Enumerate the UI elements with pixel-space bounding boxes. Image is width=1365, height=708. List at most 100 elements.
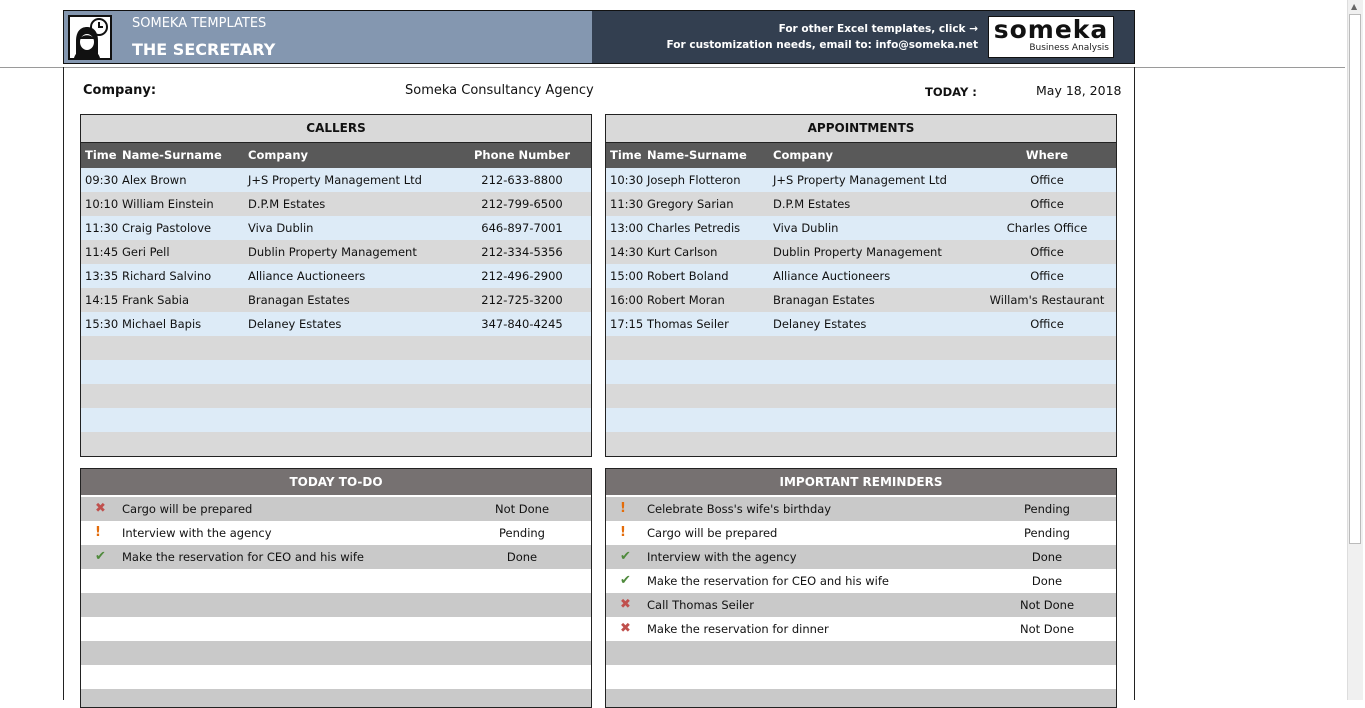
time-cell[interactable]: 13:00 — [610, 221, 644, 235]
time-cell[interactable]: 09:30 — [85, 173, 119, 187]
task-text[interactable]: Interview with the agency — [647, 550, 797, 564]
list-item[interactable]: ✖ Make the reservation for dinner Not Done — [606, 617, 1116, 641]
list-item[interactable]: ✔ Interview with the agency Done — [606, 545, 1116, 569]
status-text[interactable]: Pending — [1024, 526, 1070, 540]
task-text[interactable]: Interview with the agency — [122, 526, 272, 540]
table-row[interactable] — [81, 336, 591, 360]
column-header-name-surname[interactable]: Name-Surname — [122, 148, 222, 162]
table-row[interactable]: 10:30 Joseph Flotteron J+S Property Manage… — [606, 168, 1116, 192]
company-cell[interactable]: Dublin Property Management — [248, 245, 417, 259]
name-cell[interactable]: Thomas Seiler — [647, 317, 729, 331]
table-row[interactable] — [606, 360, 1116, 384]
time-cell[interactable]: 15:00 — [610, 269, 644, 283]
scroll-up-icon[interactable]: ▲ — [1351, 2, 1358, 11]
company-cell[interactable]: Dublin Property Management — [773, 245, 942, 259]
status-text[interactable]: Done — [1031, 550, 1063, 564]
table-row[interactable]: 14:15 Frank Sabia Branagan Estates 212-725-… — [81, 288, 591, 312]
task-text[interactable]: Call Thomas Seiler — [647, 598, 754, 612]
column-header-phone-number[interactable]: Phone Number — [473, 148, 571, 162]
list-item[interactable]: ✖ Cargo will be prepared Not Done — [81, 497, 591, 521]
phone-cell[interactable]: 646-897-7001 — [481, 221, 563, 235]
table-row[interactable] — [81, 360, 591, 384]
column-header-company[interactable]: Company — [248, 148, 308, 162]
name-cell[interactable]: Geri Pell — [122, 245, 170, 259]
phone-cell[interactable]: 212-334-5356 — [481, 245, 563, 259]
table-row[interactable] — [606, 432, 1116, 456]
time-cell[interactable]: 11:45 — [85, 245, 119, 259]
time-cell[interactable]: 10:30 — [610, 173, 644, 187]
time-cell[interactable]: 11:30 — [610, 197, 644, 211]
status-text[interactable]: Not Done — [1019, 598, 1075, 612]
list-item[interactable]: ! Celebrate Boss's wife's birthday Pending — [606, 497, 1116, 521]
phone-cell[interactable]: 347-840-4245 — [481, 317, 563, 331]
list-item[interactable] — [81, 593, 591, 617]
status-text[interactable]: Done — [506, 550, 538, 564]
company-cell[interactable]: J+S Property Management Ltd — [773, 173, 947, 187]
column-header-time[interactable]: Time — [85, 148, 117, 162]
company-cell[interactable]: Alliance Auctioneers — [773, 269, 891, 283]
status-text[interactable]: Not Done — [494, 502, 550, 516]
name-cell[interactable]: Frank Sabia — [122, 293, 190, 307]
time-cell[interactable]: 16:00 — [610, 293, 644, 307]
task-text[interactable]: Cargo will be prepared — [647, 526, 778, 540]
company-cell[interactable]: D.P.M Estates — [773, 197, 851, 211]
templates-link[interactable]: For other Excel templates, click → — [778, 23, 978, 35]
name-cell[interactable]: Alex Brown — [122, 173, 187, 187]
name-cell[interactable]: Robert Moran — [647, 293, 725, 307]
list-item[interactable] — [606, 689, 1116, 707]
company-cell[interactable]: D.P.M Estates — [248, 197, 326, 211]
company-cell[interactable]: Delaney Estates — [773, 317, 867, 331]
table-row[interactable] — [81, 384, 591, 408]
phone-cell[interactable]: 212-633-8800 — [481, 173, 563, 187]
list-item[interactable] — [606, 641, 1116, 665]
table-row[interactable]: 11:30 Craig Pastolove Viva Dublin 646-897-7… — [81, 216, 591, 240]
task-text[interactable]: Make the reservation for dinner — [647, 622, 829, 636]
today-value[interactable]: May 18, 2018 — [1036, 83, 1122, 98]
table-row[interactable] — [606, 384, 1116, 408]
time-cell[interactable]: 13:35 — [85, 269, 119, 283]
name-cell[interactable]: Robert Boland — [647, 269, 729, 283]
name-cell[interactable]: Gregory Sarian — [647, 197, 734, 211]
column-header-name-surname[interactable]: Name-Surname — [647, 148, 747, 162]
scrollbar-thumb[interactable] — [1349, 14, 1361, 544]
company-value[interactable]: Someka Consultancy Agency — [405, 83, 594, 98]
time-cell[interactable]: 14:15 — [85, 293, 119, 307]
list-item[interactable] — [81, 665, 591, 689]
time-cell[interactable]: 17:15 — [610, 317, 644, 331]
name-cell[interactable]: William Einstein — [122, 197, 214, 211]
status-text[interactable]: Not Done — [1019, 622, 1075, 636]
name-cell[interactable]: Michael Bapis — [122, 317, 202, 331]
column-header-where[interactable]: Where — [1025, 148, 1069, 162]
status-text[interactable]: Pending — [1024, 502, 1070, 516]
table-row[interactable]: 13:35 Richard Salvino Alliance Auctioneers… — [81, 264, 591, 288]
phone-cell[interactable]: 212-725-3200 — [481, 293, 563, 307]
table-row[interactable]: 15:00 Robert Boland Alliance Auctioneers Of… — [606, 264, 1116, 288]
table-row[interactable]: 11:30 Gregory Sarian D.P.M Estates Office — [606, 192, 1116, 216]
where-cell[interactable]: Office — [1030, 173, 1064, 187]
status-text[interactable]: Done — [1031, 574, 1063, 588]
company-cell[interactable]: Viva Dublin — [248, 221, 314, 235]
table-row[interactable]: 10:10 William Einstein D.P.M Estates 212-79… — [81, 192, 591, 216]
status-text[interactable]: Pending — [499, 526, 545, 540]
list-item[interactable]: ! Interview with the agency Pending — [81, 521, 591, 545]
where-cell[interactable]: Office — [1030, 245, 1064, 259]
list-item[interactable] — [81, 617, 591, 641]
where-cell[interactable]: Office — [1030, 197, 1064, 211]
phone-cell[interactable]: 212-496-2900 — [481, 269, 563, 283]
table-row[interactable]: 17:15 Thomas Seiler Delaney Estates Office — [606, 312, 1116, 336]
name-cell[interactable]: Charles Petredis — [647, 221, 741, 235]
time-cell[interactable]: 14:30 — [610, 245, 644, 259]
table-row[interactable] — [81, 408, 591, 432]
company-cell[interactable]: Alliance Auctioneers — [248, 269, 366, 283]
someka-logo[interactable]: someka Business Analysis — [988, 16, 1114, 58]
task-text[interactable]: Make the reservation for CEO and his wif… — [122, 550, 364, 564]
list-item[interactable]: ✔ Make the reservation for CEO and his wi… — [606, 569, 1116, 593]
table-row[interactable] — [606, 408, 1116, 432]
table-row[interactable] — [81, 432, 591, 456]
name-cell[interactable]: Richard Salvino — [122, 269, 212, 283]
name-cell[interactable]: Craig Pastolove — [122, 221, 212, 235]
phone-cell[interactable]: 212-799-6500 — [481, 197, 563, 211]
list-item[interactable] — [81, 569, 591, 593]
time-cell[interactable]: 10:10 — [85, 197, 119, 211]
table-row[interactable]: 13:00 Charles Petredis Viva Dublin Charles … — [606, 216, 1116, 240]
